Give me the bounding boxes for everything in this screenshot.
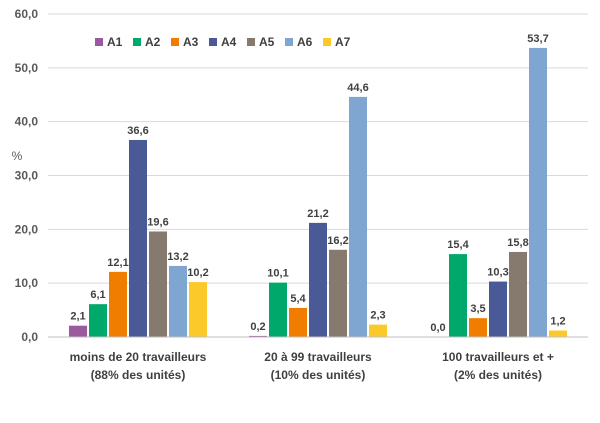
- bar-a1: [69, 325, 87, 337]
- data-label: 6,1: [90, 289, 105, 301]
- data-label: 10,1: [267, 268, 288, 280]
- legend-label: A7: [335, 35, 351, 49]
- bar-a6: [169, 265, 187, 337]
- legend-label: A4: [221, 35, 237, 49]
- axes: 0,0 10,0 20,0 30,0 40,0 50,0 60,0% moins de 20 …: [12, 7, 588, 382]
- bar-a5: [329, 249, 347, 337]
- category-label: moins de 20 travailleurs: [70, 350, 207, 364]
- bar-a2: [269, 282, 287, 337]
- bar-a3: [109, 271, 127, 337]
- data-label: 2,1: [70, 311, 85, 323]
- data-label: 0,0: [430, 322, 445, 334]
- y-tick-label: 50,0: [15, 61, 39, 75]
- legend-label: A6: [297, 35, 313, 49]
- bar-a6: [349, 96, 367, 337]
- y-tick-label: 20,0: [15, 222, 39, 236]
- y-tick-label: 60,0: [15, 7, 39, 21]
- bar-a2: [89, 304, 107, 337]
- data-label: 44,6: [347, 82, 368, 94]
- data-label: 12,1: [107, 257, 128, 269]
- y-tick-label: 0,0: [21, 330, 38, 344]
- bar-a4: [129, 139, 147, 337]
- data-label: 13,2: [167, 251, 188, 263]
- y-tick-label: 10,0: [15, 276, 39, 290]
- category-label: 100 travailleurs et +: [442, 350, 554, 364]
- data-label: 0,2: [250, 321, 265, 333]
- data-label: 3,5: [470, 303, 485, 315]
- legend-swatch-a4: [209, 38, 217, 46]
- legend-label: A3: [183, 35, 199, 49]
- legend-swatch-a3: [171, 38, 179, 46]
- category-label: (88% des unités): [91, 368, 186, 382]
- legend-label: A5: [259, 35, 275, 49]
- bar-a6: [529, 47, 547, 337]
- data-label: 53,7: [527, 33, 548, 45]
- category-label: 20 à 99 travailleurs: [264, 350, 372, 364]
- legend-swatch-a2: [133, 38, 141, 46]
- data-label: 19,6: [147, 216, 168, 228]
- bar-a5: [509, 251, 527, 337]
- category-label: (10% des unités): [271, 368, 366, 382]
- bar-a2: [449, 254, 467, 337]
- bar-a3: [289, 307, 307, 337]
- bar-a4: [489, 281, 507, 337]
- data-label: 5,4: [290, 293, 306, 305]
- legend-swatch-a6: [285, 38, 293, 46]
- bar-a4: [309, 222, 327, 337]
- data-label: 1,2: [550, 316, 565, 328]
- bar-a5: [149, 231, 167, 337]
- bar-a7: [369, 324, 387, 337]
- legend-swatch-a7: [323, 38, 331, 46]
- data-label: 10,2: [187, 267, 208, 279]
- bar-a7: [549, 330, 567, 337]
- legend: A1 A2 A3 A4 A5 A6 A7: [95, 35, 351, 49]
- data-label: 16,2: [327, 235, 348, 247]
- y-axis-label: %: [12, 149, 23, 163]
- data-label: 21,2: [307, 208, 328, 220]
- legend-label: A1: [107, 35, 123, 49]
- bar-a3: [469, 318, 487, 337]
- legend-label: A2: [145, 35, 161, 49]
- bars: [69, 47, 567, 337]
- data-label: 36,6: [127, 125, 148, 137]
- data-label: 15,8: [507, 237, 528, 249]
- legend-swatch-a1: [95, 38, 103, 46]
- data-label: 10,3: [487, 267, 508, 279]
- bar-a7: [189, 282, 207, 337]
- data-label: 15,4: [447, 239, 469, 251]
- data-label: 2,3: [370, 310, 385, 322]
- category-label: (2% des unités): [454, 368, 542, 382]
- data-labels: 2,1 0,2 0,0 6,1 10,1 15,4 12,1 5,4 3,5 36,6 21,2 10…: [70, 33, 565, 334]
- legend-swatch-a5: [247, 38, 255, 46]
- y-tick-label: 40,0: [15, 115, 39, 129]
- y-tick-label: 30,0: [15, 169, 39, 183]
- bar-a1: [249, 335, 267, 337]
